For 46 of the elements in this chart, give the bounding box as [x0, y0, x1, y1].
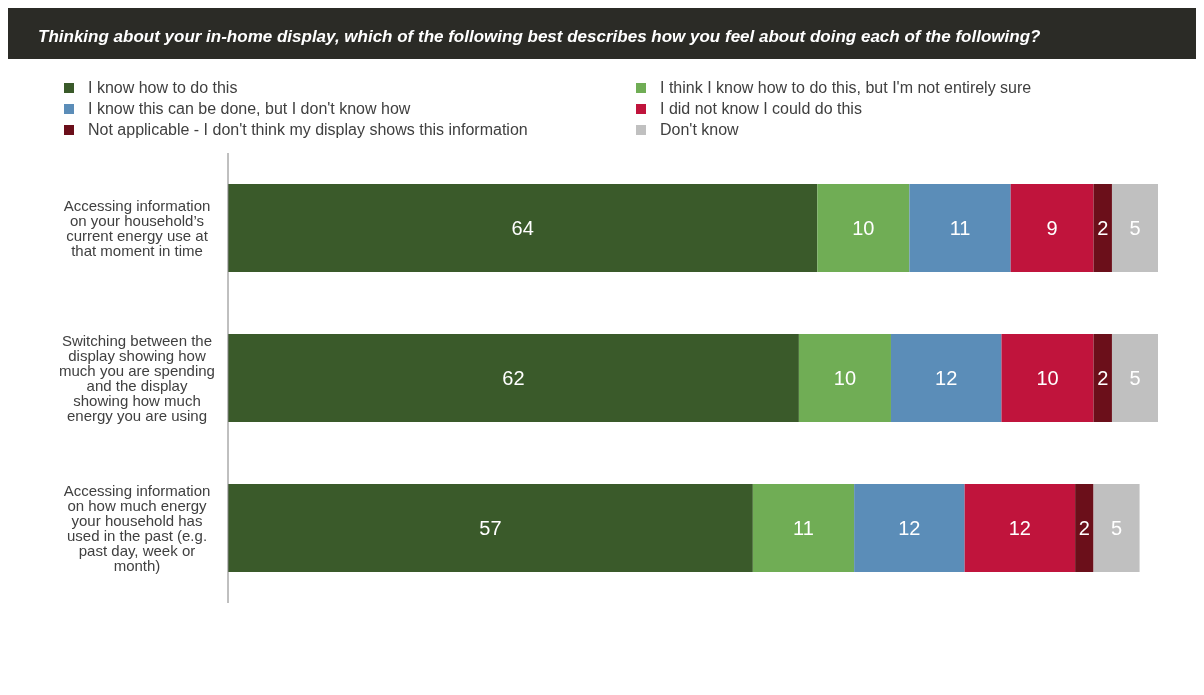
bar [228, 484, 753, 572]
bar [1093, 184, 1112, 272]
data-label: 10 [833, 367, 857, 390]
legend-label: Not applicable - I don't think my display shows this information [88, 121, 528, 139]
data-label: 12 [935, 367, 958, 390]
legend-label: Don't know [660, 121, 739, 139]
bar [817, 184, 910, 272]
data-label: 5 [1129, 367, 1141, 390]
data-label: 5 [1129, 217, 1141, 240]
data-label: 57 [479, 517, 502, 540]
bar [1010, 184, 1094, 272]
y-tick-label: Switching between the display showing how much you are spending and the display showing how much energy you are using [59, 331, 215, 424]
data-label: 10 [1036, 367, 1059, 390]
bar [798, 334, 891, 422]
bar [890, 334, 1002, 422]
y-tick-label: Accessing information on your household’s current energy use at that moment in time [63, 196, 211, 259]
data-label: 2 [1097, 217, 1109, 240]
bar [909, 184, 1011, 272]
bar [1093, 334, 1112, 422]
bar [854, 484, 965, 572]
legend-label: I think I know how to do this, but I'm not entirely sure [660, 79, 1032, 97]
data-label: 9 [1046, 217, 1058, 240]
bar [228, 184, 818, 272]
bar [1001, 334, 1094, 422]
bar [228, 334, 799, 422]
legend-label: I know this can be done, but I don't know how [88, 100, 411, 118]
legend-label: I know how to do this [88, 79, 238, 97]
data-label: 62 [502, 367, 525, 390]
bar [1111, 184, 1158, 272]
data-label: 2 [1097, 367, 1109, 390]
bar [752, 484, 855, 572]
data-label: 64 [511, 217, 534, 240]
data-label: 5 [1111, 517, 1123, 540]
bar [964, 484, 1076, 572]
bar [1093, 484, 1140, 572]
data-label: 11 [793, 517, 814, 540]
legend-label: I did not know I could do this [660, 100, 862, 118]
data-label: 12 [1008, 517, 1032, 540]
chart-title: Thinking about your in-home display, which of the following best describes how you feel about doing each of the following? [8, 8, 1196, 59]
data-label: 2 [1078, 517, 1090, 540]
bar [1075, 484, 1094, 572]
data-label: 12 [898, 517, 921, 540]
bar [1111, 334, 1158, 422]
data-label: 11 [949, 217, 971, 240]
data-label: 10 [852, 217, 875, 240]
y-tick-label: Accessing information on how much energy your household has used in the past (e.g. past day, week or month) [63, 481, 211, 574]
